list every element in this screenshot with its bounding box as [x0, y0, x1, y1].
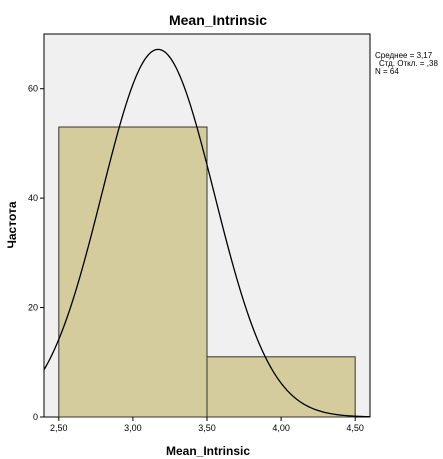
- x-tick-label-1: 2,50: [50, 423, 68, 433]
- x-tick-label-3: 3,50: [198, 423, 216, 433]
- histogram-bar-1: [58, 126, 208, 418]
- x-axis-label: Mean_Intrinsic: [166, 444, 250, 458]
- y-tick-label-1: 0: [33, 412, 38, 422]
- stats-std: Стд. Откл. = ,38: [379, 59, 438, 68]
- histogram-bar-2: [206, 356, 356, 418]
- y-tick-label-2: 20: [28, 303, 38, 313]
- y-axis-label: Частота: [5, 201, 19, 248]
- x-tick-label-4: 4,00: [272, 423, 290, 433]
- x-tick-label-5: 4,50: [346, 423, 364, 433]
- stats-box: Среднее = 3,17 Стд. Откл. = ,38 N = 64: [375, 51, 438, 76]
- chart-title: Mean_Intrinsic: [169, 12, 267, 28]
- y-tick-label-4: 60: [28, 84, 38, 94]
- y-tick-label-3: 40: [28, 193, 38, 203]
- normal-curve: [43, 48, 371, 418]
- x-tick-label-2: 3,00: [124, 423, 142, 433]
- bars-layer: [58, 126, 356, 418]
- normal-curve-layer: [43, 48, 371, 418]
- axes-layer: 2,50 3,00 3,50 4,00 4,50 0 20 40 60: [28, 84, 364, 433]
- stats-n: N = 64: [375, 67, 399, 76]
- stats-mean: Среднее = 3,17: [375, 51, 433, 60]
